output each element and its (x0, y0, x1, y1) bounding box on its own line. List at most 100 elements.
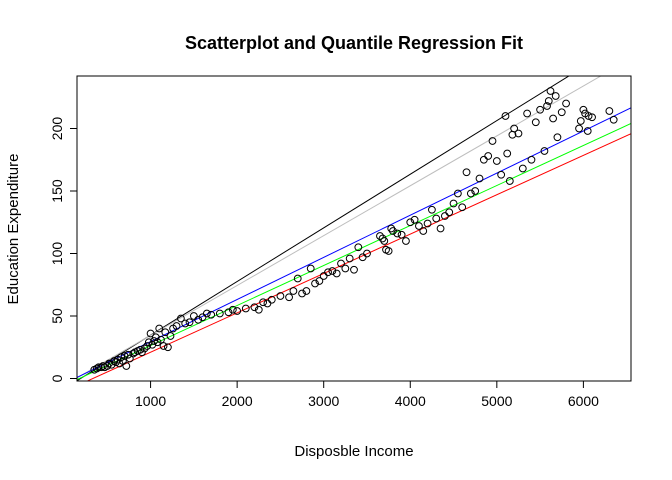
data-point (471, 187, 480, 195)
data-point (241, 304, 250, 313)
data-point (543, 102, 551, 110)
data-point (172, 322, 181, 330)
data-point (122, 362, 131, 370)
data-point (544, 97, 553, 105)
data-point (557, 108, 566, 117)
data-point (194, 315, 203, 324)
data-points (90, 87, 618, 374)
data-point (285, 293, 293, 302)
data-point (384, 247, 393, 255)
data-point (583, 127, 592, 135)
x-tick-label: 1000 (135, 393, 166, 409)
data-point (436, 224, 445, 233)
fit-line-3 (77, 107, 631, 378)
y-tick-label: 0 (49, 374, 65, 382)
data-point (363, 249, 371, 258)
data-point (393, 229, 402, 238)
data-point (579, 105, 588, 114)
fit-line-4 (77, 123, 631, 380)
data-point (117, 353, 126, 362)
data-point (575, 124, 583, 133)
data-point (181, 319, 190, 328)
data-point (207, 310, 216, 319)
x-axis-label: Disposble Income (294, 443, 413, 460)
data-point (136, 345, 145, 354)
data-point (484, 152, 493, 160)
data-point (378, 234, 387, 243)
data-point (387, 224, 396, 233)
data-point (605, 107, 614, 115)
fit-line-1 (77, 76, 570, 381)
data-point (503, 149, 512, 158)
data-point (475, 174, 484, 183)
data-point (306, 264, 315, 273)
fit-line-5 (86, 133, 631, 381)
data-point (419, 227, 428, 235)
data-point (259, 298, 268, 307)
data-point (527, 155, 536, 164)
data-point (302, 287, 311, 295)
data-point (423, 219, 432, 228)
data-point (501, 112, 510, 120)
data-point (328, 267, 337, 275)
data-point (276, 292, 285, 300)
data-point (224, 308, 233, 317)
data-point (380, 237, 389, 245)
data-point (293, 274, 302, 283)
data-point (215, 309, 224, 318)
data-point (466, 189, 475, 198)
data-point (410, 215, 419, 224)
y-axis-label: Education Expenditure (5, 154, 22, 305)
data-point (155, 324, 164, 333)
data-point (324, 268, 332, 277)
data-point (228, 305, 237, 314)
data-point (453, 189, 462, 198)
data-point (350, 265, 358, 274)
y-axis: 0 50 100 150 200 (49, 117, 78, 382)
data-point (584, 112, 593, 120)
data-point (129, 349, 138, 358)
x-tick-label: 2000 (222, 393, 253, 409)
data-point (549, 114, 557, 123)
y-tick-label: 50 (49, 308, 65, 324)
data-point (609, 115, 618, 124)
chart-title: Scatterplot and Quantile Regression Fit (185, 33, 523, 53)
data-point (531, 118, 540, 127)
data-point (479, 155, 488, 164)
data-point (143, 342, 152, 350)
data-point (166, 332, 175, 340)
data-point (376, 232, 384, 240)
data-point (176, 314, 185, 323)
data-point (488, 137, 497, 145)
x-tick-label: 5000 (481, 393, 512, 409)
data-point (432, 214, 441, 223)
data-point (311, 279, 319, 288)
data-point (514, 129, 523, 138)
data-point (202, 309, 211, 318)
data-point (254, 305, 263, 314)
data-point (553, 133, 562, 142)
data-point (523, 109, 532, 118)
y-tick-label: 200 (49, 117, 65, 141)
data-point (163, 343, 172, 352)
data-point (540, 147, 549, 155)
data-point (546, 87, 555, 95)
data-point (458, 203, 467, 212)
data-point (341, 264, 350, 273)
data-point (406, 218, 415, 227)
data-point (345, 254, 354, 263)
data-point (185, 318, 194, 327)
data-point (576, 117, 585, 125)
x-tick-label: 3000 (308, 393, 339, 409)
data-point (124, 350, 132, 359)
data-point (449, 199, 458, 208)
data-point (402, 237, 410, 245)
data-point (267, 295, 276, 304)
fit-lines (77, 76, 631, 381)
data-point (536, 105, 545, 114)
data-point (562, 99, 570, 108)
data-point (161, 328, 170, 337)
data-point (505, 177, 514, 185)
data-point (332, 269, 341, 278)
